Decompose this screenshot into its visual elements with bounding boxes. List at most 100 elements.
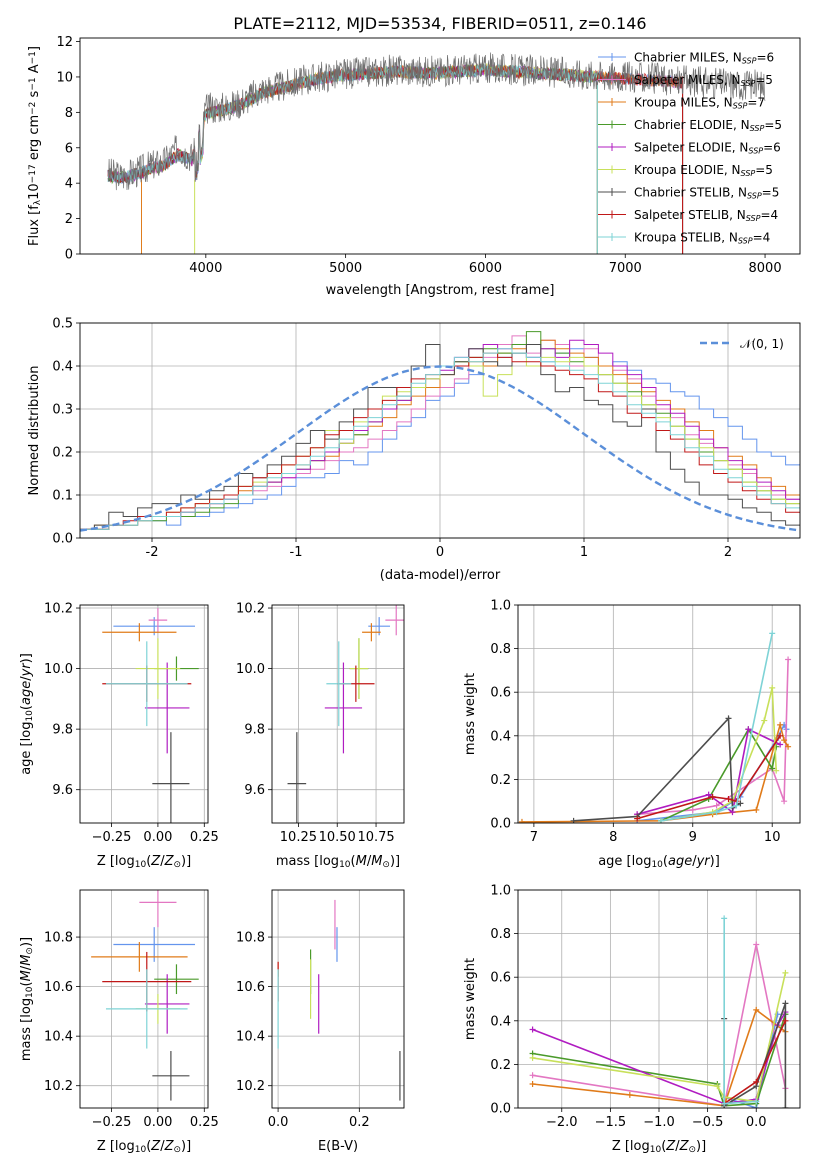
x-axis-label: E(B-V) [318, 1139, 358, 1154]
plot-frame-residuals [79, 322, 801, 539]
mass-weight-marker [725, 715, 732, 722]
y-tick-label: 9.6 [52, 783, 73, 798]
mass-weight-marker [737, 800, 744, 807]
x-tick-label: −2.0 [546, 1115, 578, 1130]
x-tick-label: 8 [609, 830, 617, 845]
x-tick-label: 0.25 [190, 1115, 219, 1130]
axes-mass-vs-Z: −0.25 0.00 0.25 10.2 10.4 10.6 10.8 [44, 890, 219, 1130]
x-tick-label: −1.5 [595, 1115, 627, 1130]
mass-weight-marker [634, 815, 641, 822]
x-tick-label: 10.75 [357, 830, 394, 845]
y-tick-label: 9.8 [244, 723, 265, 738]
histogram-step [80, 344, 800, 538]
x-tick-label: 7 [530, 830, 538, 845]
spectrum-lines [107, 52, 766, 254]
mass-weight-marker [761, 717, 768, 724]
errorbar-group [287, 605, 404, 823]
mass-weight-marker [529, 1026, 536, 1033]
mass-weight-marker [781, 798, 788, 805]
plot-frame-age-vs-mass [271, 604, 405, 824]
errorbar-group [102, 608, 199, 823]
gaussian-curve [80, 365, 800, 532]
x-tick-label: 10 [764, 830, 781, 845]
mass-weight-marker [781, 737, 788, 744]
y-tick-label: 0.6 [490, 686, 511, 701]
mass-weight-marker [777, 741, 784, 748]
mass-weight-marker [713, 809, 720, 816]
mass-weight-marker [769, 630, 776, 637]
y-tick-label: 0.0 [52, 532, 73, 547]
x-axis-label: age [log10(age/yr)] [598, 854, 720, 870]
x-tick-label: 8000 [749, 261, 782, 276]
legend-label: Salpeter ELODIE, NSSP=6 [634, 141, 781, 156]
y-tick-label: 10.2 [236, 602, 265, 617]
mass-weight-lines [518, 630, 792, 823]
y-tick-label: 10.8 [44, 931, 73, 946]
axes-residuals: -2 -1 0 1 2 0.0 0.1 0.2 0.3 0.4 0.5 [52, 317, 800, 560]
legend-label: Chabrier MILES, NSSP=6 [634, 51, 774, 66]
y-tick-label: 0.2 [52, 446, 73, 461]
spectrum-legend: Chabrier MILES, NSSP=6 Salpeter MILES, NS… [598, 51, 782, 246]
model-spectrum-line [194, 62, 598, 179]
x-tick-label: −1.0 [643, 1115, 675, 1130]
mass-weight-marker [782, 1000, 789, 1007]
figure-panels: 4000 5000 6000 7000 8000024681012wavelength … [19, 35, 801, 1155]
y-axis-label: Normed distribution [27, 366, 42, 496]
y-tick-label: 0.2 [490, 1058, 511, 1073]
x-tick-label: 0.0 [268, 1115, 289, 1130]
y-tick-label: 10.6 [236, 980, 265, 995]
mass-weight-marker [753, 941, 760, 948]
axes-age-vs-mass: 10.25 10.50 10.75 9.6 9.8 10.0 10.2 [236, 602, 404, 845]
plot-frame-mass-weight-vs-Z [517, 889, 801, 1109]
y-tick-label: 0.1 [52, 489, 73, 504]
x-tick-label: 1 [580, 545, 588, 560]
histogram-group [80, 331, 800, 538]
mass-weight-line [660, 633, 773, 822]
mass-weight-marker [721, 915, 728, 922]
y-axis-label: mass [log10(M/M⊙)] [19, 937, 35, 1061]
x-tick-label: −0.5 [692, 1115, 724, 1130]
x-tick-label: 0 [436, 545, 444, 560]
y-tick-label: 10.2 [236, 1079, 265, 1094]
x-tick-label: -2 [146, 545, 159, 560]
x-tick-label: 0.2 [349, 1115, 370, 1130]
x-tick-label: 2 [724, 545, 732, 560]
y-tick-label: 0.4 [490, 1014, 511, 1029]
mass-weight-marker [689, 806, 696, 813]
y-axis-label: age [log10(age/yr)] [19, 653, 35, 775]
x-tick-label: 0.25 [190, 830, 219, 845]
y-tick-label: 10.2 [44, 1079, 73, 1094]
y-tick-label: 10.2 [44, 602, 73, 617]
x-tick-label: 7000 [609, 261, 642, 276]
mass-weight-line [723, 918, 757, 1105]
x-tick-label: −0.25 [92, 1115, 132, 1130]
mass-weight-marker [753, 1078, 760, 1085]
mass-weight-marker [753, 806, 760, 813]
plot-frame-mass-vs-ebv [271, 889, 405, 1109]
legend-label: Salpeter STELIB, NSSP=4 [634, 208, 778, 223]
x-tick-label: 0.0 [746, 1115, 767, 1130]
y-tick-label: 12 [56, 35, 73, 50]
legend-label: Salpeter MILES, NSSP=5 [634, 73, 773, 88]
figure-title: PLATE=2112, MJD=53534, FIBERID=0511, z=0… [233, 14, 646, 33]
y-tick-label: 0.0 [490, 1102, 511, 1117]
x-axis-label: Z [log10(Z/Z⊙)] [612, 1139, 706, 1155]
mass-weight-marker [769, 765, 776, 772]
x-axis-label: Z [log10(Z/Z⊙)] [97, 1139, 191, 1155]
x-axis-label: Z [log10(Z/Z⊙)] [97, 854, 191, 870]
x-tick-label: 0.00 [143, 1115, 172, 1130]
y-tick-label: 10.6 [44, 980, 73, 995]
y-tick-label: 0.8 [490, 642, 511, 657]
histogram-step [80, 348, 800, 538]
mass-weight-marker [785, 656, 792, 663]
x-tick-label: −0.25 [92, 830, 132, 845]
errorbar-group [91, 890, 199, 1101]
y-tick-label: 9.8 [52, 723, 73, 738]
mass-weight-marker [725, 796, 732, 803]
y-tick-label: 1.0 [490, 884, 511, 899]
mass-weight-marker [782, 1105, 789, 1108]
mass-weight-line [532, 944, 787, 1107]
plot-frame-spectrum [79, 37, 801, 255]
mass-weight-marker [753, 1006, 760, 1013]
x-tick-label: 4000 [189, 261, 222, 276]
